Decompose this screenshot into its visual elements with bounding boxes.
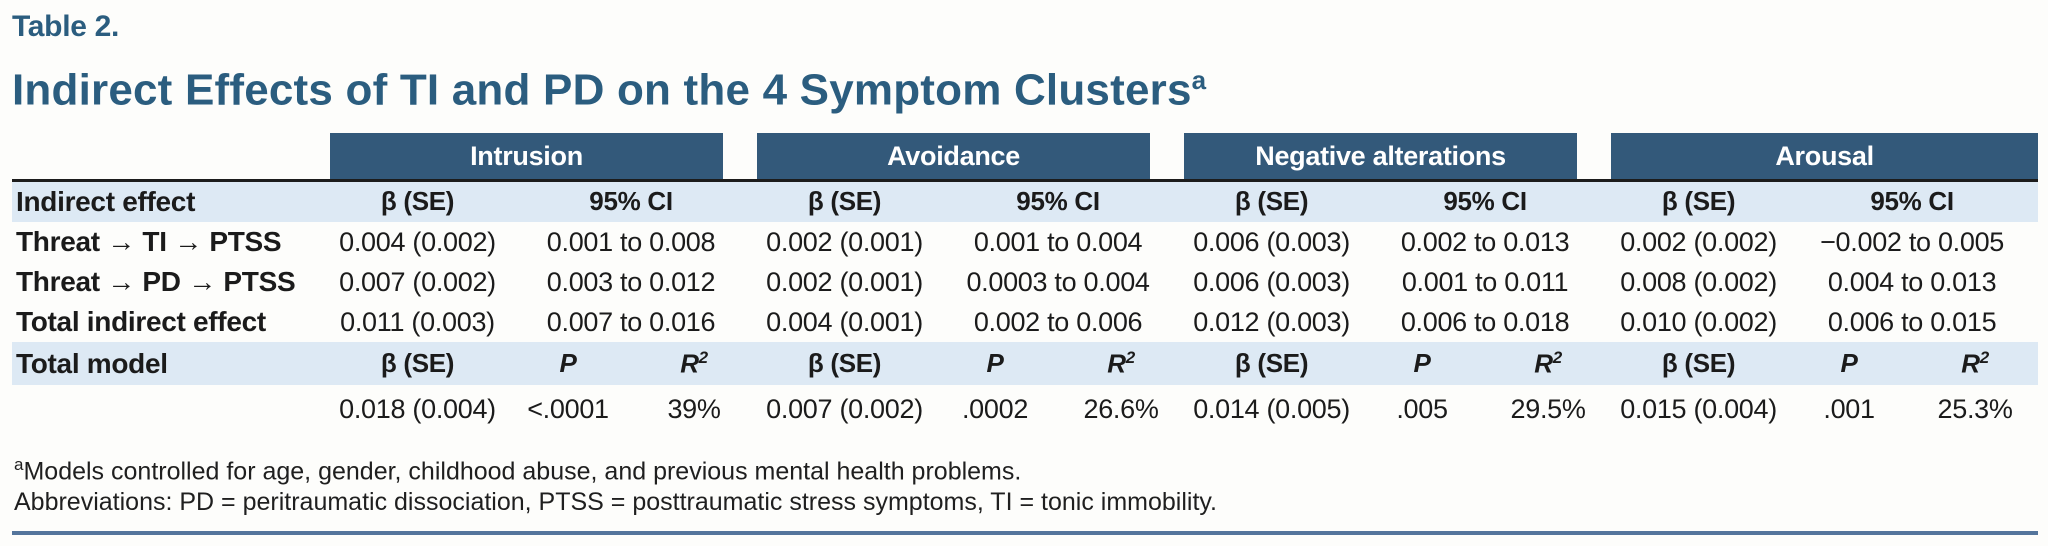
ci-header: 95% CI xyxy=(505,180,758,223)
beta-cell: 0.014 (0.005) xyxy=(1193,393,1350,424)
beta-cell: 0.002 (0.001) xyxy=(766,226,923,257)
beta-cell: 0.012 (0.003) xyxy=(1193,306,1350,337)
total-model-header-row: Total model β (SE) P R2 β (SE) P R2 β (S… xyxy=(12,342,2039,386)
beta-se-header: β (SE) xyxy=(330,342,505,386)
r2-header-sup: 2 xyxy=(698,347,708,367)
article-table-figure: Table 2. Indirect Effects of TI and PD o… xyxy=(12,10,2039,536)
p-header: P xyxy=(932,342,1059,386)
table-title: Indirect Effects of TI and PD on the 4 S… xyxy=(12,54,2038,117)
beta-se-header: β (SE) xyxy=(1611,180,1787,223)
empty-stub-cell xyxy=(12,133,330,181)
ci-cell: 0.003 to 0.012 xyxy=(546,266,716,297)
group-header-row: Intrusion Avoidance Negative alterations… xyxy=(12,132,2039,181)
footnotes: aModels controlled for age, gender, chil… xyxy=(14,449,2038,518)
ci-cell: 0.007 to 0.016 xyxy=(546,306,716,337)
group-header-negative-alterations: Negative alterations xyxy=(1184,132,1611,181)
row-label: Threat → PD → PTSS xyxy=(16,266,296,298)
beta-cell: 0.018 (0.004) xyxy=(339,393,496,424)
table-row-threat-pd-ptss: Threat → PD → PTSS 0.007 (0.002) 0.003 t… xyxy=(12,262,2038,302)
r2-header-sup: 2 xyxy=(1552,347,1562,367)
ci-cell: 0.002 to 0.013 xyxy=(1400,226,1570,257)
beta-se-header: β (SE) xyxy=(1184,342,1360,386)
footnote-models-text: Models controlled for age, gender, child… xyxy=(23,457,1022,486)
r2-header: R2 xyxy=(631,342,758,386)
ci-header: 95% CI xyxy=(932,180,1185,223)
ci-cell: 0.001 to 0.008 xyxy=(546,226,716,257)
ci-cell: −0.002 to 0.005 xyxy=(1820,226,2005,257)
group-header-arousal: Arousal xyxy=(1611,132,2039,181)
group-header-negative-alterations-label: Negative alterations xyxy=(1184,132,1578,179)
beta-cell: 0.006 (0.003) xyxy=(1193,266,1350,297)
indirect-effect-header-row: Indirect effect β (SE) 95% CI β (SE) 95%… xyxy=(12,180,2039,223)
r2-header-sup: 2 xyxy=(1979,347,1989,367)
group-header-avoidance: Avoidance xyxy=(757,132,1184,181)
r2-value-cell: 39% xyxy=(667,393,721,424)
r2-header: R2 xyxy=(1058,342,1185,386)
beta-cell: 0.002 (0.001) xyxy=(766,266,923,297)
group-header-arousal-label: Arousal xyxy=(1611,132,2039,179)
ci-header: 95% CI xyxy=(1786,180,2039,223)
beta-se-header: β (SE) xyxy=(757,342,933,386)
beta-cell: 0.007 (0.002) xyxy=(339,266,496,297)
bottom-rule xyxy=(12,531,2038,536)
total-model-stub-header: Total model xyxy=(12,342,330,386)
r2-value-cell: 25.3% xyxy=(1937,393,2013,424)
beta-cell: 0.010 (0.002) xyxy=(1620,306,1777,337)
beta-cell: 0.011 (0.003) xyxy=(340,306,495,337)
ci-cell: 0.006 to 0.015 xyxy=(1827,306,1997,337)
table-row-total-indirect-effect: Total indirect effect 0.011 (0.003) 0.00… xyxy=(12,302,2038,342)
r2-header-base: R xyxy=(1534,348,1553,379)
table-title-text: Indirect Effects of TI and PD on the 4 S… xyxy=(12,65,1192,115)
table-row-total-model-values: 0.018 (0.004) <.0001 39% 0.007 (0.002) .… xyxy=(12,385,2038,433)
r2-header: R2 xyxy=(1485,342,1612,386)
indirect-effect-stub-header: Indirect effect xyxy=(12,180,330,223)
ci-cell: 0.004 to 0.013 xyxy=(1827,266,1997,297)
effects-table: Intrusion Avoidance Negative alterations… xyxy=(12,132,2039,434)
r2-header-sup: 2 xyxy=(1125,347,1135,367)
beta-se-header: β (SE) xyxy=(1184,180,1360,223)
row-label: Threat → TI → PTSS xyxy=(16,226,282,258)
footnote-models: aModels controlled for age, gender, chil… xyxy=(14,449,2038,487)
p-value-cell: <.0001 xyxy=(527,393,609,424)
beta-cell: 0.006 (0.003) xyxy=(1193,226,1350,257)
p-value-cell: .001 xyxy=(1823,393,1875,424)
title-footnote-marker: a xyxy=(1191,65,1207,95)
r2-value-cell: 26.6% xyxy=(1083,393,1159,424)
footnote-marker: a xyxy=(14,455,24,475)
ci-cell: 0.0003 to 0.004 xyxy=(966,266,1150,297)
ci-cell: 0.006 to 0.018 xyxy=(1400,306,1570,337)
r2-header: R2 xyxy=(1912,342,2039,386)
ci-cell: 0.002 to 0.006 xyxy=(973,306,1143,337)
beta-cell: 0.002 (0.002) xyxy=(1620,226,1777,257)
ci-header: 95% CI xyxy=(1359,180,1612,223)
r2-value-cell: 29.5% xyxy=(1510,393,1586,424)
r2-header-base: R xyxy=(1107,348,1126,379)
group-header-avoidance-label: Avoidance xyxy=(757,132,1151,179)
p-header: P xyxy=(1786,342,1913,386)
beta-cell: 0.004 (0.001) xyxy=(766,306,923,337)
r2-header-base: R xyxy=(1961,348,1980,379)
beta-se-header: β (SE) xyxy=(330,180,505,223)
row-label: Total indirect effect xyxy=(16,306,266,338)
group-header-intrusion-label: Intrusion xyxy=(330,132,724,179)
beta-se-header: β (SE) xyxy=(1611,342,1787,386)
beta-cell: 0.007 (0.002) xyxy=(766,393,923,424)
p-header: P xyxy=(505,342,631,386)
table-row-threat-ti-ptss: Threat → TI → PTSS 0.004 (0.002) 0.001 t… xyxy=(12,222,2038,262)
group-header-intrusion: Intrusion xyxy=(330,132,757,181)
p-value-cell: .0002 xyxy=(961,393,1029,424)
ci-cell: 0.001 to 0.004 xyxy=(973,226,1143,257)
p-value-cell: .005 xyxy=(1396,393,1448,424)
beta-cell: 0.015 (0.004) xyxy=(1620,393,1777,424)
beta-se-header: β (SE) xyxy=(757,180,933,223)
beta-cell: 0.004 (0.002) xyxy=(339,226,496,257)
table-label: Table 2. xyxy=(12,10,120,43)
footnote-abbreviations: Abbreviations: PD = peritraumatic dissoc… xyxy=(14,488,1217,517)
ci-cell: 0.001 to 0.011 xyxy=(1401,266,1569,297)
empty-stub-cell xyxy=(12,385,330,433)
r2-header-base: R xyxy=(680,348,699,379)
p-header: P xyxy=(1359,342,1486,386)
beta-cell: 0.008 (0.002) xyxy=(1620,266,1777,297)
